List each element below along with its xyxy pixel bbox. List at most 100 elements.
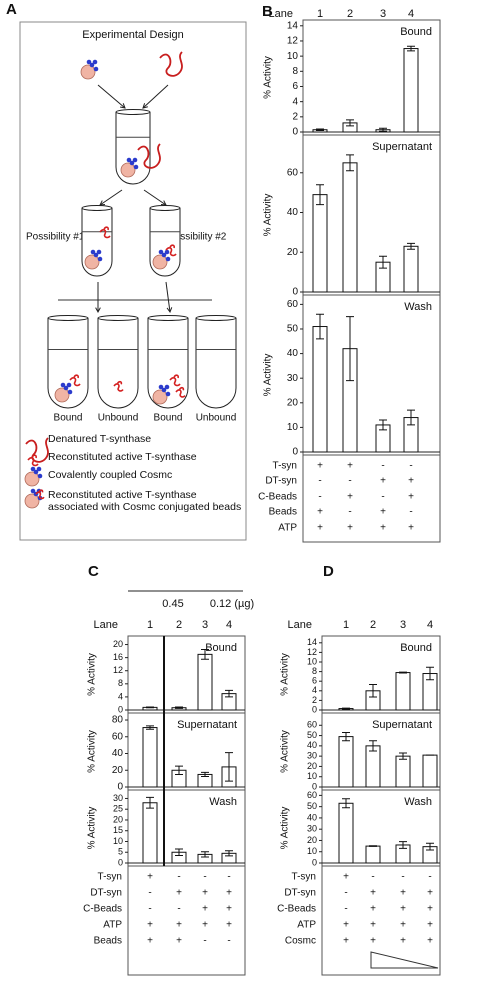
y-axis-label: % Activity — [263, 354, 274, 397]
y-tick-label: 50 — [307, 801, 317, 811]
row-sign: - — [203, 872, 206, 883]
row-sign: + — [343, 872, 349, 883]
cosmc — [158, 384, 164, 390]
lane-number: 4 — [226, 619, 232, 631]
y-tick-label: 10 — [113, 836, 123, 846]
row-sign: - — [348, 507, 351, 518]
cosmc — [89, 62, 95, 68]
row-sign: + — [400, 904, 406, 915]
lane-number: 4 — [408, 8, 414, 20]
tube-rim — [195, 315, 237, 321]
y-tick-label: 30 — [287, 373, 299, 384]
error-bar — [201, 851, 209, 858]
y-tick-label: 60 — [287, 167, 299, 178]
row-sign: + — [370, 920, 376, 931]
error-bar — [399, 841, 407, 849]
row-sign: + — [317, 461, 323, 472]
row-sign: + — [176, 936, 182, 947]
row-sign: + — [370, 904, 376, 915]
cosmc — [133, 164, 139, 170]
amount-label: 0.12 (µg) — [210, 598, 254, 610]
y-tick-label: 20 — [113, 639, 123, 649]
y-tick-label: 6 — [292, 81, 298, 92]
y-axis-label: % Activity — [280, 653, 291, 696]
cosmc — [164, 249, 170, 255]
bead — [24, 471, 40, 487]
error-bar — [146, 796, 154, 809]
bead — [84, 254, 100, 270]
error-bar — [407, 45, 415, 52]
row-sign: + — [147, 936, 153, 947]
bar — [338, 802, 354, 864]
y-tick-label: 10 — [287, 422, 299, 433]
tube-label: Bound — [154, 413, 183, 424]
enzyme — [99, 226, 111, 239]
y-tick-label: 60 — [307, 790, 317, 800]
bar — [403, 48, 419, 133]
bar — [342, 162, 358, 293]
cosmc — [132, 157, 138, 163]
y-tick-label: 20 — [113, 814, 123, 824]
row-sign: + — [202, 888, 208, 899]
tube-label: Bound — [54, 413, 83, 424]
error-bar — [316, 128, 324, 131]
y-axis-label: % Activity — [280, 807, 291, 850]
bar — [395, 755, 411, 788]
row-sign: + — [226, 888, 232, 899]
cosmc — [30, 466, 36, 472]
y-tick-label: 2 — [292, 111, 298, 122]
cosmc — [165, 391, 171, 397]
y-tick-label: 20 — [287, 397, 299, 408]
error-bar — [399, 671, 407, 674]
bar — [312, 194, 328, 293]
row-sign: - — [203, 936, 206, 947]
y-axis-label: % Activity — [87, 807, 98, 850]
enzyme — [69, 374, 81, 387]
error-bar — [342, 798, 350, 809]
row-label: T-syn — [98, 872, 122, 883]
row-sign: + — [347, 492, 353, 503]
error-bar — [379, 255, 387, 269]
bar — [395, 672, 411, 711]
cosmc — [37, 473, 43, 479]
error-bar — [201, 648, 209, 660]
row-sign: + — [226, 904, 232, 915]
error-bar — [407, 409, 415, 426]
y-tick-label: 10 — [307, 656, 317, 666]
cosmc — [164, 384, 170, 390]
error-bar — [201, 771, 209, 778]
row-sign: - — [344, 888, 347, 899]
tube-rim — [149, 205, 181, 211]
bar — [312, 326, 328, 453]
chart-title: Supernatant — [372, 141, 432, 153]
row-label: Beads — [94, 936, 122, 947]
bar — [142, 802, 158, 864]
y-axis-label: % Activity — [280, 730, 291, 773]
enzyme — [169, 374, 181, 387]
cosmc — [165, 256, 171, 262]
row-label: C-Beads — [277, 904, 316, 915]
row-label: DT-syn — [90, 888, 122, 899]
error-bar — [316, 313, 324, 340]
y-tick-label: 4 — [292, 96, 298, 107]
enzyme — [113, 380, 124, 392]
cosmc — [67, 389, 73, 395]
error-bar — [399, 752, 407, 760]
cosmc — [161, 387, 167, 393]
bar — [338, 736, 354, 788]
y-tick-label: 40 — [307, 740, 317, 750]
tube — [97, 318, 139, 409]
chart-title: Bound — [400, 642, 432, 654]
y-tick-label: 30 — [307, 824, 317, 834]
bar — [142, 727, 158, 788]
row-sign: + — [226, 920, 232, 931]
error-bar — [346, 119, 354, 127]
row-sign: + — [400, 920, 406, 931]
bar — [422, 754, 438, 788]
cosmc — [90, 249, 96, 255]
row-sign: - — [148, 888, 151, 899]
error-bar — [346, 154, 354, 172]
cosmc — [93, 66, 99, 72]
y-tick-label: 40 — [287, 348, 299, 359]
y-tick-label: 2 — [312, 695, 317, 705]
